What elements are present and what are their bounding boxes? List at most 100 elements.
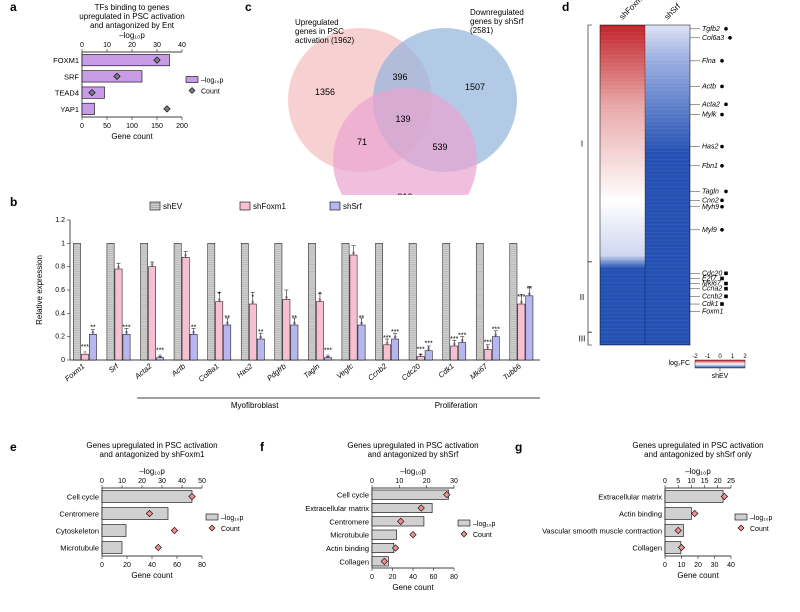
svg-text:40: 40 [148, 562, 156, 569]
svg-text:–log₁₀p: –log₁₀p [473, 521, 496, 528]
svg-text:0: 0 [663, 562, 667, 569]
svg-text:0: 0 [100, 478, 104, 485]
label-b: b [10, 195, 17, 209]
svg-text:20: 20 [123, 562, 131, 569]
svg-text:Cdk1: Cdk1 [702, 301, 718, 308]
svg-text:II: II [580, 293, 584, 302]
svg-text:Myh9: Myh9 [702, 204, 719, 211]
svg-text:1: 1 [731, 354, 735, 360]
svg-text:Ccnb2: Ccnb2 [366, 361, 389, 382]
svg-text:Microtubule: Microtubule [330, 531, 369, 540]
svg-text:Mylk: Mylk [702, 112, 717, 119]
svg-text:71: 71 [357, 137, 367, 147]
svg-text:Myl9: Myl9 [702, 227, 717, 234]
svg-text:5: 5 [676, 478, 680, 485]
svg-text:*: * [319, 292, 322, 299]
svg-text:Microtubule: Microtubule [60, 544, 99, 553]
svg-text:Extracellular matrix: Extracellular matrix [305, 504, 369, 513]
svg-text:50: 50 [103, 123, 111, 130]
label-a: a [10, 0, 17, 14]
svg-text:25: 25 [727, 478, 735, 485]
svg-text:396: 396 [392, 72, 407, 82]
svg-text:Genes upregulated in PSC activ: Genes upregulated in PSC activationand a… [86, 441, 217, 459]
svg-text:***: *** [517, 294, 525, 301]
svg-text:log₂FC: log₂FC [669, 360, 690, 367]
svg-text:Srf: Srf [107, 361, 121, 375]
svg-text:0: 0 [718, 354, 722, 360]
svg-text:Actb: Actb [701, 83, 716, 90]
svg-text:30: 30 [158, 478, 166, 485]
svg-text:Centromere: Centromere [329, 517, 369, 526]
svg-text:Acta2: Acta2 [701, 101, 720, 108]
svg-text:–log₁₀p: –log₁₀p [119, 31, 145, 40]
svg-text:40: 40 [409, 574, 417, 581]
svg-text:60: 60 [173, 562, 181, 569]
svg-text:***: *** [425, 341, 433, 348]
svg-text:20: 20 [423, 478, 431, 485]
svg-text:Foxm1: Foxm1 [63, 362, 86, 384]
svg-text:60: 60 [430, 574, 438, 581]
svg-text:30: 30 [711, 562, 719, 569]
svg-text:50: 50 [198, 478, 206, 485]
svg-text:**: ** [292, 315, 298, 322]
panel-c: c 1356150791039671539139Upregulatedgenes… [260, 0, 550, 195]
svg-text:YAP1: YAP1 [60, 105, 79, 114]
svg-text:40: 40 [178, 42, 186, 49]
svg-text:Actb: Actb [169, 362, 187, 379]
svg-text:**: ** [359, 315, 365, 322]
svg-text:Actin binding: Actin binding [326, 544, 369, 553]
svg-text:910: 910 [397, 192, 412, 195]
svg-text:139: 139 [395, 114, 410, 124]
svg-text:0.2: 0.2 [55, 334, 65, 341]
svg-text:–log₁₀p: –log₁₀p [139, 467, 165, 476]
svg-text:Relative expression: Relative expression [35, 255, 44, 325]
chart-a: TFs binding to genesupregulated in PSC a… [30, 0, 240, 150]
svg-text:–log₁₀p: –log₁₀p [201, 78, 224, 85]
panel-d: d shFoxm1shSrfIIIIIITgfb2Col6a3FlnaActbA… [575, 0, 800, 420]
svg-text:40: 40 [727, 562, 735, 569]
svg-text:1356: 1356 [315, 87, 335, 97]
svg-text:**: ** [191, 324, 197, 331]
svg-text:-2: -2 [692, 354, 698, 360]
svg-text:-1: -1 [705, 354, 711, 360]
svg-text:0: 0 [61, 357, 65, 364]
svg-text:1.2: 1.2 [55, 217, 65, 224]
panel-g: g Genes upregulated in PSC activationand… [535, 440, 785, 610]
svg-text:Fbn1: Fbn1 [702, 163, 718, 170]
svg-text:–log₁₀p: –log₁₀p [400, 467, 426, 476]
svg-text:*: * [251, 294, 254, 301]
panel-f: f Genes upregulated in PSC activationand… [280, 440, 510, 610]
label-d: d [562, 0, 569, 14]
svg-text:Flna: Flna [702, 58, 716, 65]
svg-text:Gene count: Gene count [392, 583, 434, 592]
svg-text:Has2: Has2 [702, 144, 718, 151]
svg-text:0: 0 [80, 42, 84, 49]
panel-a: a TFs binding to genesupregulated in PSC… [30, 0, 240, 150]
svg-text:***: *** [324, 348, 332, 355]
svg-text:Myofibroblast: Myofibroblast [231, 401, 279, 410]
svg-text:TEAD4: TEAD4 [55, 89, 79, 98]
svg-text:0: 0 [370, 574, 374, 581]
svg-text:Actin binding: Actin binding [619, 510, 662, 519]
svg-text:40: 40 [178, 478, 186, 485]
svg-text:***: *** [484, 340, 492, 347]
svg-text:Cdc20: Cdc20 [400, 361, 423, 382]
svg-text:Count: Count [221, 526, 240, 533]
svg-text:Collagen: Collagen [632, 544, 662, 553]
svg-text:Collagen: Collagen [339, 557, 369, 566]
svg-text:0.6: 0.6 [55, 287, 65, 294]
svg-text:20: 20 [694, 562, 702, 569]
panel-b: b 00.20.40.60.811.2Relative expressionsh… [30, 195, 560, 415]
svg-text:I: I [581, 139, 583, 148]
svg-text:–log₁₀p: –log₁₀p [221, 515, 244, 522]
svg-text:–log₁₀p: –log₁₀p [685, 467, 711, 476]
svg-text:200: 200 [176, 123, 188, 130]
svg-text:Cdk1: Cdk1 [436, 362, 455, 380]
label-f: f [260, 440, 264, 454]
svg-text:Count: Count [750, 526, 769, 533]
svg-text:**: ** [90, 324, 96, 331]
svg-text:Count: Count [201, 89, 220, 96]
svg-text:20: 20 [138, 478, 146, 485]
svg-text:shEV: shEV [712, 373, 729, 380]
svg-text:20: 20 [128, 42, 136, 49]
